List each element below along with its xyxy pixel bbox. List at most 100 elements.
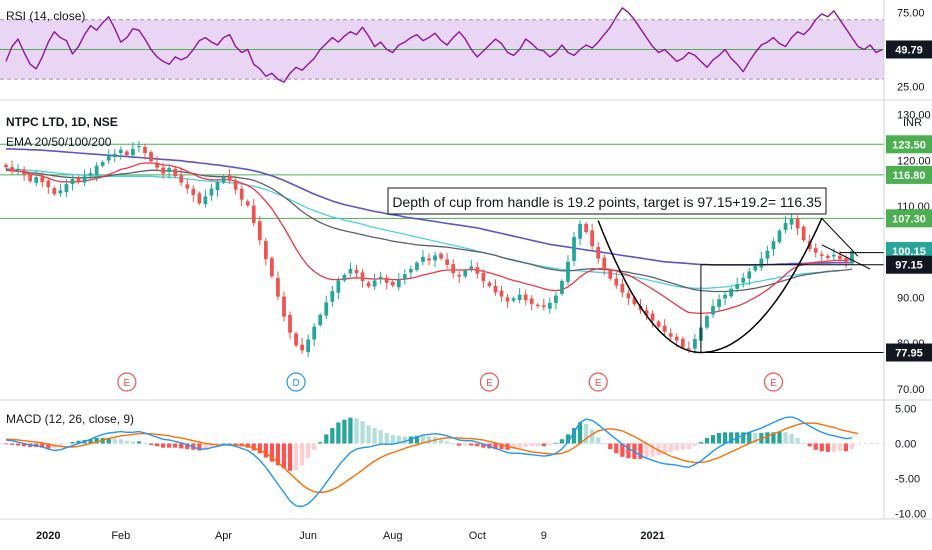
candle-body: [433, 255, 437, 261]
histogram-bar: [324, 434, 329, 444]
histogram-bar: [160, 443, 166, 448]
histogram-bar: [668, 443, 673, 452]
macd-pane[interactable]: 5.00 0.00 -5.00 -10.00: [0, 404, 926, 521]
candle-body: [227, 175, 232, 181]
histogram-bar: [626, 443, 631, 459]
histogram-bar: [596, 437, 601, 444]
candle-body: [523, 294, 528, 301]
candle-body: [729, 288, 734, 297]
event-marker-label: E: [124, 378, 131, 389]
histogram-bar: [257, 443, 262, 454]
candle-body: [10, 167, 14, 172]
histogram-bar: [372, 428, 377, 444]
earnings-marker[interactable]: [479, 372, 500, 392]
candle-body: [445, 259, 450, 265]
dividend-marker[interactable]: [286, 372, 306, 392]
candle-body: [535, 304, 540, 307]
candle-body: [52, 188, 57, 195]
candle-body: [801, 226, 806, 241]
candle-body: [499, 290, 504, 297]
histogram-bar: [58, 443, 63, 447]
histogram-bar: [281, 443, 287, 468]
candle-body: [505, 297, 510, 302]
candle-body: [541, 305, 546, 308]
time-tick-label: Oct: [469, 530, 486, 542]
histogram-bar: [209, 443, 214, 447]
histogram-bar: [396, 435, 401, 444]
candle-body: [263, 241, 268, 260]
cup-annotation[interactable]: Depth of cup from handle is 19.2 points,…: [387, 187, 827, 215]
earnings-marker[interactable]: [588, 372, 608, 392]
candle-body: [390, 281, 395, 286]
candle-body: [149, 152, 153, 162]
candle-body: [415, 262, 419, 270]
price-tick-label: 130.00: [897, 110, 931, 122]
histogram-bar: [142, 442, 148, 444]
histogram-bar: [167, 443, 172, 448]
candle-body: [831, 254, 836, 257]
time-tick-label: Apr: [215, 530, 232, 542]
price-pane[interactable]: 130.00120.00110.00100.0090.0080.0070.001…: [0, 110, 932, 396]
histogram-bar: [602, 443, 607, 445]
candle-body: [360, 272, 365, 281]
rsi-tick-label: 25.00: [897, 82, 925, 94]
candle-body: [4, 164, 8, 168]
currency-label: INR: [903, 117, 922, 129]
histogram-bar: [765, 432, 770, 444]
time-tick-label: Jun: [299, 530, 317, 542]
histogram-bar: [499, 443, 504, 450]
candle-body: [765, 250, 770, 259]
candle-body: [233, 181, 238, 190]
earnings-marker[interactable]: [763, 372, 784, 392]
histogram-bar: [227, 443, 232, 445]
candle-body: [155, 162, 159, 168]
candle-body: [330, 291, 335, 302]
histogram-bar: [481, 443, 486, 448]
candle-body: [813, 248, 818, 253]
rsi-line: [5, 7, 883, 83]
candle-body: [584, 223, 588, 233]
time-tick-label: 2021: [640, 530, 664, 542]
candle-body: [439, 253, 443, 259]
candle-body: [783, 222, 788, 230]
candle-body: [650, 313, 655, 321]
histogram-bar: [293, 443, 299, 471]
candle-body: [469, 266, 474, 269]
candle-body: [620, 283, 625, 293]
candle-body: [614, 278, 619, 286]
candle-body: [64, 184, 69, 193]
histogram-bar: [565, 434, 571, 444]
histogram-bar: [70, 442, 75, 444]
histogram-bar: [825, 443, 830, 452]
histogram-bar: [590, 429, 595, 444]
histogram-bar: [535, 443, 540, 447]
candle-body: [348, 269, 353, 274]
rsi-last-badge: 49.79: [895, 44, 923, 56]
macd-tick-label: 0.00: [895, 439, 916, 451]
histogram-bar: [849, 443, 855, 450]
rsi-tick-label: 75.00: [897, 7, 925, 19]
candle-body: [185, 184, 190, 189]
candle-body: [143, 146, 147, 153]
candle-body: [529, 298, 534, 304]
candle-body: [58, 190, 63, 194]
candle-body: [342, 275, 347, 281]
histogram-bar: [384, 433, 389, 444]
event-marker-label: E: [770, 378, 777, 389]
candle-body: [753, 265, 758, 271]
candle-body: [94, 165, 99, 175]
candle-body: [270, 258, 274, 277]
histogram-bar: [112, 438, 117, 444]
candle-body: [566, 261, 570, 282]
candle-body: [22, 169, 27, 175]
candle-body: [511, 298, 516, 301]
candle-body: [306, 339, 311, 353]
price-badge: 100.15: [892, 246, 926, 258]
candle-body: [82, 176, 87, 183]
histogram-bar: [46, 443, 51, 449]
earnings-marker[interactable]: [117, 372, 137, 392]
histogram-bar: [354, 418, 359, 444]
event-marker-label: D: [292, 378, 299, 389]
candle-body: [276, 278, 280, 297]
